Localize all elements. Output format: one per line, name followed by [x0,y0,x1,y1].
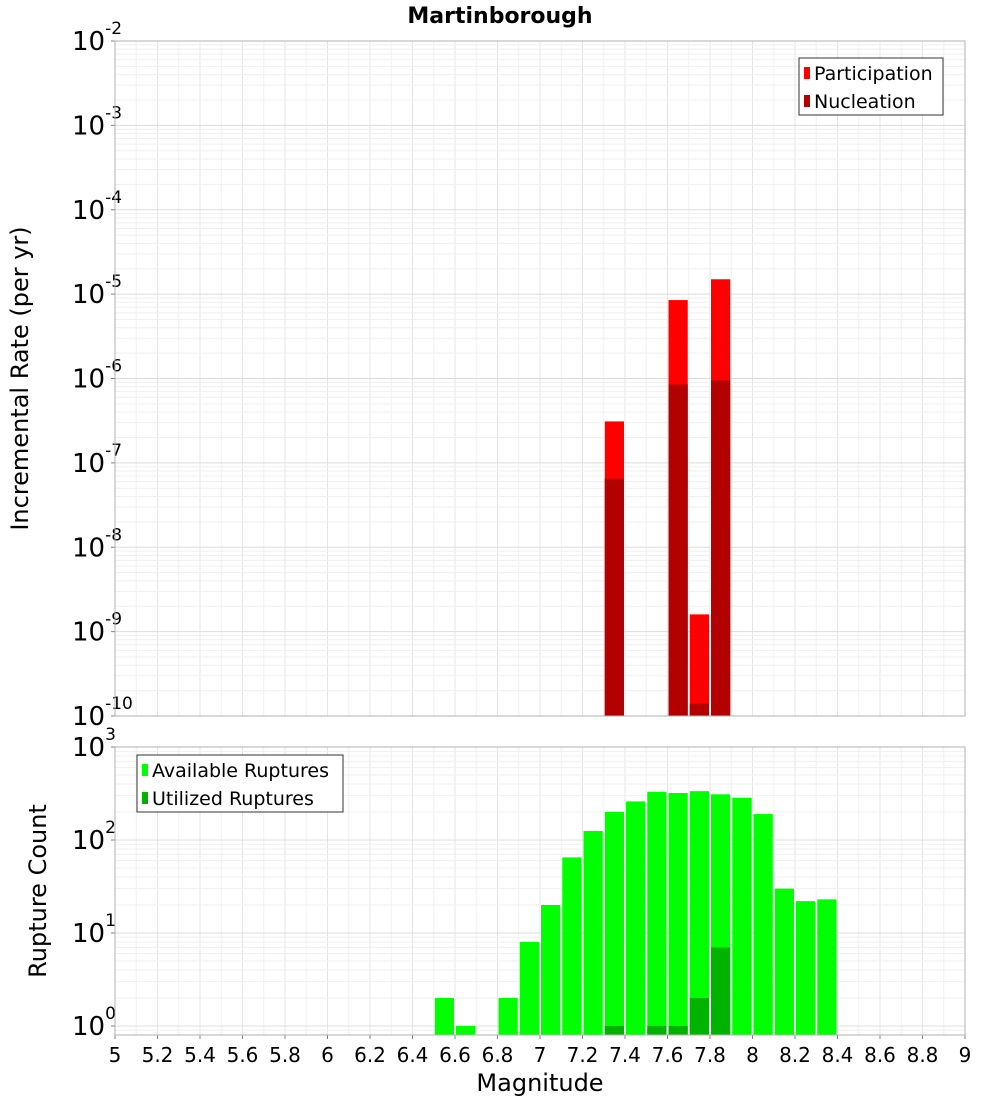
x-tick-label: 5.6 [227,1043,259,1067]
rate-bar-series1 [689,703,709,716]
rupture-bar-series0 [434,997,454,1035]
y-tick-exponent: 3 [105,725,116,745]
x-tick-label: 8.2 [779,1043,811,1067]
top-grid [114,40,966,717]
y-tick-exponent: -3 [105,103,122,123]
y-tick-exponent: 1 [105,911,116,931]
y-tick-label: 100 [72,1004,116,1042]
x-tick-label: 7.6 [652,1043,684,1067]
x-tick-label: 5.4 [184,1043,216,1067]
top-plot-frame [114,40,966,717]
rupture-bar-series1 [668,1025,688,1035]
rupture-bar-series0 [753,814,773,1035]
rupture-bar-series0 [647,791,667,1035]
x-tick-label: 6.4 [397,1043,429,1067]
y-tick-label: 10-10 [72,694,133,732]
y-tick-exponent: -6 [105,357,122,377]
rupture-bar-series0 [498,997,518,1035]
rupture-bar-series0 [796,901,816,1035]
y-tick-exponent: -5 [105,272,122,292]
rate-bar-series1 [668,384,688,716]
rate-bar-series1 [711,380,731,716]
bottom-chart-panel: 1 0 3 102 101 100 5 5.2 5.4 5.6 5.8 6 6.2 6.4 6.6 6.8 7… [24,725,971,1097]
x-tick-label: 7.2 [567,1043,599,1067]
x-axis-label: Magnitude [476,1069,603,1097]
x-tick-label: 6.8 [482,1043,514,1067]
rate-bar-series0 [689,614,709,716]
y-tick-exponent: -9 [105,610,122,630]
rupture-bar-series0 [774,888,794,1035]
y-tick-label: 102 [72,818,116,856]
rupture-bar-series1 [604,1025,624,1035]
legend-entry: Nucleation [814,91,916,113]
rupture-bar-series0 [668,793,688,1035]
x-tick-label: 6 [321,1043,334,1067]
legend-swatch [142,764,148,776]
rupture-bar-series0 [689,791,709,1035]
rupture-bar-series0 [817,899,837,1035]
rupture-bar-series1 [689,997,709,1035]
y-tick-exponent: -4 [105,188,122,208]
legend-entry: Available Ruptures [152,760,329,782]
x-tick-label: 6.2 [354,1043,386,1067]
bottom-legend: Available Ruptures Utilized Ruptures [136,754,344,813]
top-chart-panel: 10-210-310-410-510-610-710-810-910-10 Ma… [6,4,966,732]
legend-swatch [804,95,810,107]
chart-title: Martinborough [407,4,592,29]
y-tick-label: 101 [72,911,116,949]
rupture-bar-series0 [604,812,624,1035]
rupture-bar-series0 [562,857,582,1035]
rupture-bar-series0 [519,942,539,1035]
bottom-bars [434,791,837,1035]
rupture-bar-series0 [541,904,561,1035]
bottom-plot-frame [114,746,966,1036]
rupture-bar-series0 [732,797,752,1035]
bottom-y-axis-label: Rupture Count [24,804,52,978]
x-tick-label: 5.2 [142,1043,174,1067]
top-bars [604,279,731,716]
y-tick-exponent: 0 [105,1004,116,1024]
rupture-bar-series0 [626,801,646,1035]
top-legend: Participation Nucleation [798,57,944,116]
rate-bar-series1 [604,478,624,716]
x-ticks: 5 5.2 5.4 5.6 5.8 6 6.2 6.4 6.6 6.8 7 7.2 7.4 7.6 7.8 8… [109,1035,972,1067]
top-y-axis-label: Incremental Rate (per yr) [6,226,34,530]
x-tick-label: 7.4 [609,1043,641,1067]
legend-box [798,57,944,116]
x-tick-label: 7 [534,1043,547,1067]
legend-entry: Utilized Ruptures [152,788,314,810]
y-tick-exponent: -8 [105,525,122,545]
rupture-bar-series1 [711,947,731,1035]
rupture-bar-series1 [647,1025,667,1035]
x-tick-label: 7.8 [694,1043,726,1067]
x-tick-label: 8.6 [864,1043,896,1067]
y-tick-exponent: -2 [105,19,122,39]
x-tick-label: 8.4 [822,1043,854,1067]
legend-swatch [804,67,810,79]
x-tick-label: 8.8 [907,1043,939,1067]
y-tick-exponent: -10 [105,694,133,714]
y-tick-exponent: 2 [105,818,116,838]
rupture-bar-series0 [583,830,603,1035]
bottom-y-ticks: 1 0 3 102 101 100 [72,725,116,1042]
x-tick-label: 8 [746,1043,759,1067]
rupture-bar-series0 [456,1025,476,1035]
x-tick-label: 5.8 [269,1043,301,1067]
y-tick-exponent: -7 [105,441,122,461]
x-tick-label: 9 [959,1043,972,1067]
legend-box [136,754,344,813]
x-tick-label: 6.6 [439,1043,471,1067]
x-tick-label: 5 [109,1043,122,1067]
legend-entry: Participation [814,63,933,85]
legend-swatch [142,792,148,804]
